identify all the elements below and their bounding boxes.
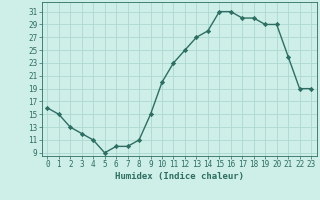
X-axis label: Humidex (Indice chaleur): Humidex (Indice chaleur): [115, 172, 244, 181]
